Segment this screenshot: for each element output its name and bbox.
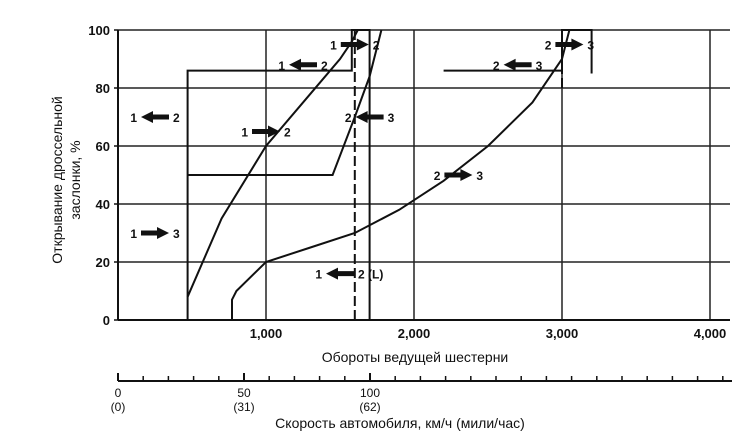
shift-to-label: 2 xyxy=(321,59,328,73)
shift-to-label: 3 xyxy=(476,169,483,183)
y-axis-label-line2: заслонки, % xyxy=(67,140,83,219)
x-axis-label: Обороты ведущей шестерни xyxy=(322,349,509,365)
series-layer xyxy=(186,29,593,320)
speed-tick-sublabel: (62) xyxy=(359,400,380,414)
shift-to-label: 3 xyxy=(587,39,594,53)
y-tick-label: 80 xyxy=(96,81,110,96)
shift-to-label: 2 xyxy=(173,111,180,125)
speed-tick-sublabel: (31) xyxy=(233,400,254,414)
shift-arrow xyxy=(340,38,369,51)
y-axis-label-line1: Открывание дроссельной xyxy=(49,96,65,263)
shift-arrow xyxy=(326,267,354,280)
speed-tick-label: 0 xyxy=(115,386,122,400)
series-line xyxy=(186,29,371,320)
shift-to-label: 3 xyxy=(536,59,543,73)
series-line xyxy=(186,29,359,298)
shift-annotation: 1 2 (L) xyxy=(315,267,383,282)
shift-from-label: 1 xyxy=(241,126,248,140)
shift-to-label: 3 xyxy=(173,227,180,241)
series-line xyxy=(231,29,571,320)
shift-from-label: 1 xyxy=(130,227,137,241)
shift-to-label: 2 (L) xyxy=(358,268,383,282)
speed-tick-label: 100 xyxy=(360,386,380,400)
shift-from-label: 1 xyxy=(330,39,337,53)
shift-to-label: 2 xyxy=(284,126,291,140)
x-tick-label: 1,000 xyxy=(250,326,283,341)
shift-from-label: 1 xyxy=(130,111,137,125)
shift-from-label: 2 xyxy=(493,59,500,73)
speed-tick-label: 50 xyxy=(237,386,251,400)
shift-arrow xyxy=(141,227,169,239)
shift-to-label: 3 xyxy=(388,111,395,125)
speed-axis-label: Скорость автомобиля, км/ч (мили/час) xyxy=(275,415,525,431)
shift-from-label: 1 xyxy=(278,59,285,73)
shift-arrow xyxy=(503,58,532,71)
shift-arrow xyxy=(555,38,584,51)
shift-arrow xyxy=(355,111,384,123)
x-tick-label: 4,000 xyxy=(694,326,727,341)
x-tick-label: 2,000 xyxy=(398,326,431,341)
shift-from-label: 2 xyxy=(345,111,352,125)
shift-to-label: 2 xyxy=(373,39,380,53)
y-tick-label: 20 xyxy=(96,255,110,270)
y-tick-label: 60 xyxy=(96,139,110,154)
shift-from-label: 2 xyxy=(545,39,552,53)
speed-tick-sublabel: (0) xyxy=(111,400,126,414)
shift-arrow xyxy=(444,169,473,181)
annotations-layer: 1 21 21 21 22 32 31 31 2 (L)2 32 3 xyxy=(130,38,594,282)
x-tick-label: 3,000 xyxy=(546,326,579,341)
shift-arrow xyxy=(141,111,169,123)
y-tick-label: 0 xyxy=(103,313,110,328)
y-tick-label: 40 xyxy=(96,197,110,212)
shift-from-label: 2 xyxy=(434,169,441,183)
shift-from-label: 1 xyxy=(315,268,322,282)
shift-arrow xyxy=(289,58,317,71)
y-tick-label: 100 xyxy=(88,23,110,38)
shift-arrow xyxy=(252,125,280,138)
